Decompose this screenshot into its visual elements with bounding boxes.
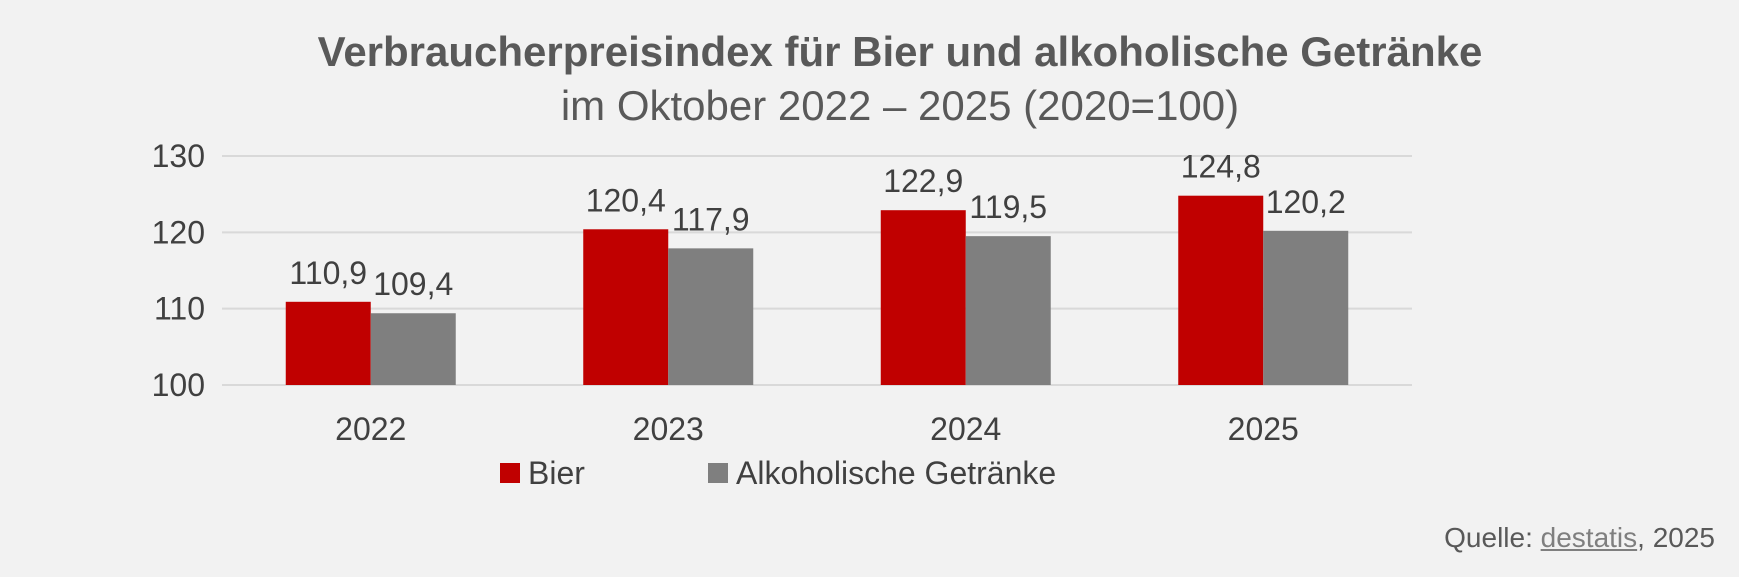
legend-label: Alkoholische Getränke — [736, 455, 1056, 491]
y-tick-label: 130 — [152, 138, 205, 174]
data-label: 120,4 — [586, 182, 666, 218]
bar-alkoholische-getraenke — [668, 248, 754, 385]
bar-bier — [880, 210, 966, 385]
data-label: 109,4 — [373, 266, 453, 302]
x-axis-ticks: 2022 2023 2024 2025 — [335, 411, 1299, 447]
y-axis-ticks: 100 110 120 130 — [152, 138, 205, 403]
legend-swatch — [708, 463, 728, 483]
x-tick-label: 2025 — [1228, 411, 1299, 447]
bar-alkoholische-getraenke — [370, 313, 456, 385]
legend: Bier Alkoholische Getränke — [500, 455, 1056, 491]
chart-subtitle: im Oktober 2022 – 2025 (2020=100) — [561, 82, 1239, 129]
x-tick-label: 2022 — [335, 411, 406, 447]
x-tick-label: 2024 — [930, 411, 1001, 447]
bar-bier — [1178, 195, 1264, 385]
bar-alkoholische-getraenke — [965, 236, 1051, 385]
data-label: 124,8 — [1181, 149, 1261, 185]
y-tick-label: 100 — [152, 367, 205, 403]
legend-label: Bier — [528, 455, 585, 491]
data-label: 110,9 — [289, 255, 367, 291]
source-link[interactable]: destatis — [1540, 522, 1638, 553]
bar-bier — [285, 301, 371, 385]
y-tick-label: 110 — [154, 291, 205, 327]
data-label: 122,9 — [883, 163, 963, 199]
y-tick-label: 120 — [152, 214, 205, 250]
x-tick-label: 2023 — [633, 411, 704, 447]
data-label: 120,2 — [1266, 184, 1346, 220]
source-prefix: Quelle: — [1444, 522, 1541, 553]
bar-bier — [583, 229, 669, 385]
source-suffix: , 2025 — [1637, 522, 1715, 553]
data-label: 119,5 — [969, 189, 1047, 225]
bars — [285, 195, 1349, 385]
bar-alkoholische-getraenke — [1263, 230, 1349, 385]
legend-swatch — [500, 463, 520, 483]
chart-title: Verbraucherpreisindex für Bier und alkoh… — [318, 28, 1483, 75]
data-label: 117,9 — [672, 201, 750, 237]
source-credit: Quelle: destatis, 2025 — [1444, 522, 1715, 554]
